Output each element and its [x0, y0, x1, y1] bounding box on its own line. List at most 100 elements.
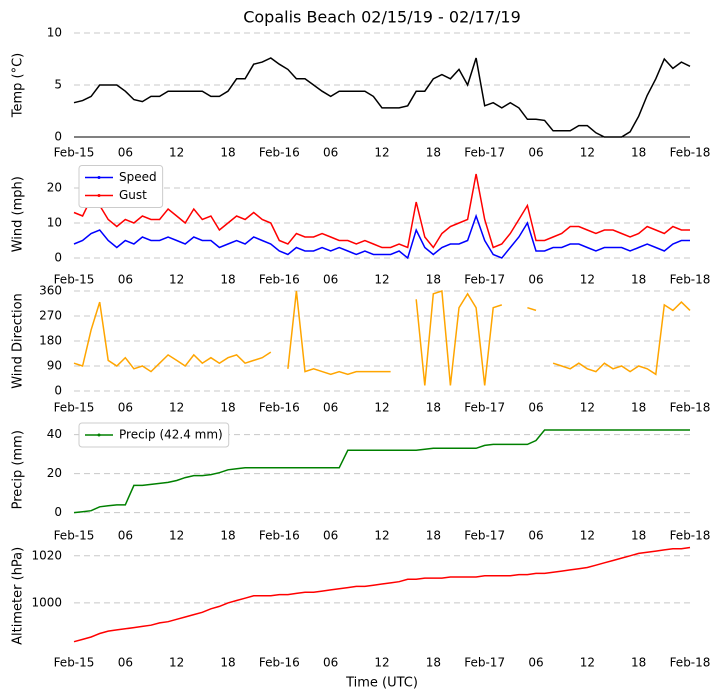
x-tick-label: 18: [426, 273, 441, 287]
y-tick-label: 0: [54, 505, 62, 519]
x-tick-label: 12: [580, 273, 595, 287]
x-tick-label: 18: [220, 401, 235, 415]
legend-marker: [97, 176, 101, 179]
x-tick-label: 12: [169, 146, 184, 160]
y-axis-label: Wind (mph): [11, 176, 26, 252]
x-tick-label: Feb-15: [54, 146, 95, 160]
series-line: [287, 290, 391, 376]
x-tick-label: 06: [528, 529, 543, 543]
legend-label: Gust: [119, 188, 147, 202]
y-axis-label: Precip (mm): [11, 430, 26, 509]
x-tick-label: 18: [220, 273, 235, 287]
x-tick-label: 06: [323, 529, 338, 543]
legend-marker: [97, 433, 101, 437]
x-tick-label: 12: [374, 273, 389, 287]
x-tick-label: Feb-16: [259, 529, 300, 543]
x-tick-label: 18: [631, 656, 646, 670]
x-tick-label: Feb-17: [464, 273, 505, 287]
x-tick-label: 06: [323, 401, 338, 415]
x-tick-label: Feb-15: [54, 401, 95, 415]
x-tick-label: Feb-16: [259, 401, 300, 415]
x-tick-label: 18: [426, 656, 441, 670]
y-axis-label: Temp (°C): [11, 53, 26, 119]
series-line: [527, 306, 537, 312]
x-tick-label: Feb-17: [464, 146, 505, 160]
x-tick-label: 12: [580, 401, 595, 415]
y-tick-label: 0: [54, 251, 62, 265]
y-axis-label: Wind Direction: [11, 293, 26, 389]
series-line: [73, 546, 691, 643]
series-line: [73, 301, 272, 373]
x-tick-label: 12: [169, 273, 184, 287]
y-tick-label: 20: [47, 181, 62, 195]
y-tick-label: 10: [47, 216, 62, 230]
y-tick-label: 40: [47, 427, 62, 441]
x-tick-label: 06: [528, 146, 543, 160]
legend: Speed Gust: [78, 165, 164, 208]
x-tick-label: 12: [374, 401, 389, 415]
y-tick-label: 20: [47, 466, 62, 480]
x-tick-label: 06: [323, 656, 338, 670]
x-tick-label: 06: [323, 146, 338, 160]
x-tick-label: 12: [374, 529, 389, 543]
x-tick-label: 12: [580, 146, 595, 160]
x-tick-label: Feb-18: [670, 656, 711, 670]
x-tick-label: Feb-16: [259, 273, 300, 287]
x-tick-label: 12: [580, 656, 595, 670]
series-line: [73, 57, 691, 138]
x-tick-label: Feb-18: [670, 401, 711, 415]
x-tick-label: 18: [426, 146, 441, 160]
x-tick-label: 12: [169, 529, 184, 543]
x-tick-label: 06: [118, 146, 133, 160]
legend-label: Precip (42.4 mm): [119, 428, 223, 442]
x-tick-label: 18: [220, 146, 235, 160]
series-line: [73, 173, 690, 249]
x-tick-label: 18: [220, 656, 235, 670]
x-tick-label: Feb-15: [54, 656, 95, 670]
y-tick-label: 10: [47, 26, 62, 40]
y-tick-label: 90: [47, 359, 62, 373]
series-line: [73, 213, 690, 260]
x-tick-label: Feb-18: [670, 273, 711, 287]
x-tick-label: 06: [118, 529, 133, 543]
x-tick-label: 12: [580, 529, 595, 543]
y-tick-label: 0: [54, 130, 62, 144]
x-tick-label: 12: [374, 656, 389, 670]
series-line: [415, 289, 503, 386]
x-tick-label: 18: [426, 401, 441, 415]
legend-marker: [97, 194, 101, 197]
x-tick-label: 06: [323, 273, 338, 287]
x-tick-label: Feb-17: [464, 656, 505, 670]
y-tick-label: 5: [54, 78, 62, 92]
x-tick-label: Feb-16: [259, 146, 300, 160]
y-tick-label: 270: [39, 309, 62, 323]
x-tick-label: 06: [528, 273, 543, 287]
y-axis-label: Altimeter (hPa): [11, 547, 26, 645]
x-tick-label: 12: [169, 656, 184, 670]
x-tick-label: 06: [528, 401, 543, 415]
x-tick-label: Feb-18: [670, 146, 711, 160]
y-tick-label: 180: [39, 334, 62, 348]
x-tick-label: 06: [528, 656, 543, 670]
x-tick-label: 06: [118, 273, 133, 287]
x-tick-label: 18: [631, 146, 646, 160]
x-tick-label: Feb-17: [464, 401, 505, 415]
x-tick-label: 18: [220, 529, 235, 543]
y-tick-label: 1020: [31, 548, 62, 562]
legend-box: [78, 165, 164, 208]
x-tick-label: Feb-15: [54, 273, 95, 287]
x-tick-label: 06: [118, 401, 133, 415]
x-tick-label: 18: [631, 401, 646, 415]
x-tick-label: Feb-17: [464, 529, 505, 543]
x-tick-label: 18: [426, 529, 441, 543]
legend: Precip (42.4 mm): [78, 422, 230, 448]
series-line: [552, 301, 691, 376]
x-tick-label: 12: [374, 146, 389, 160]
y-tick-label: 0: [54, 384, 62, 398]
chart-title: Copalis Beach 02/15/19 - 02/17/19: [243, 8, 521, 27]
y-tick-label: 1000: [31, 595, 62, 609]
y-tick-label: 360: [39, 284, 62, 298]
x-axis-label: Time (UTC): [345, 676, 418, 691]
x-tick-label: Feb-15: [54, 529, 95, 543]
